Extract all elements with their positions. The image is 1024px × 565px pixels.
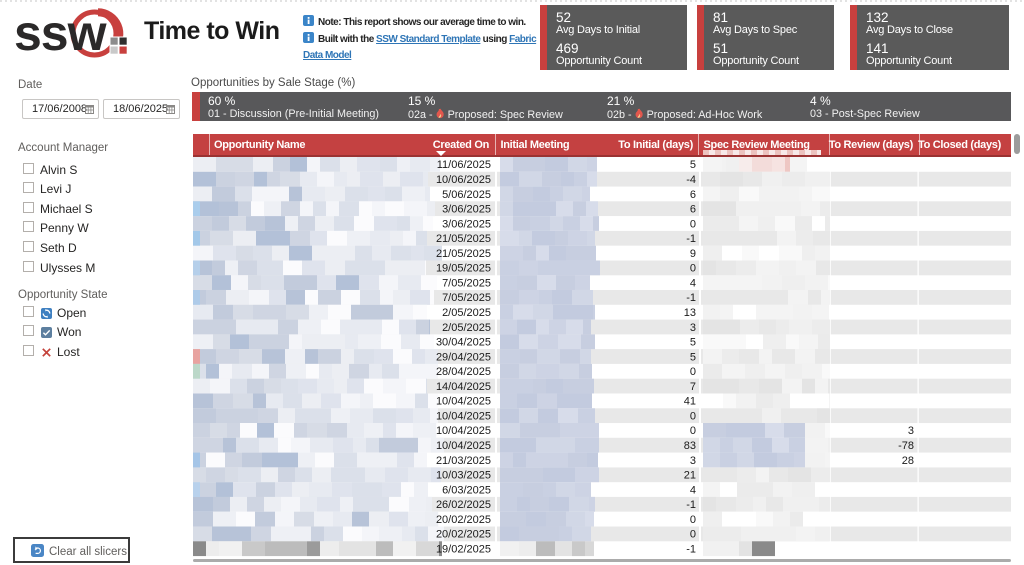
svg-text:21/05/2025: 21/05/2025 (436, 233, 491, 245)
svg-text:29/04/2025: 29/04/2025 (436, 351, 491, 363)
svg-text:0: 0 (690, 411, 696, 423)
svg-text:7/05/2025: 7/05/2025 (442, 292, 491, 304)
svg-text:4: 4 (690, 277, 696, 289)
svg-text:20/02/2025: 20/02/2025 (436, 529, 491, 541)
svg-text:-78: -78 (898, 440, 914, 452)
svg-text:6: 6 (690, 189, 696, 201)
svg-text:21: 21 (684, 470, 696, 482)
svg-text:3/06/2025: 3/06/2025 (442, 204, 491, 216)
svg-text:21/05/2025: 21/05/2025 (436, 248, 491, 260)
svg-text:41: 41 (684, 396, 696, 408)
svg-text:ssw: ssw (14, 5, 107, 61)
svg-text:3: 3 (690, 455, 696, 467)
svg-text:0: 0 (690, 366, 696, 378)
svg-text:5: 5 (690, 351, 696, 363)
svg-text:10/06/2025: 10/06/2025 (436, 174, 491, 186)
svg-text:11/06/2025: 11/06/2025 (437, 159, 491, 171)
svg-text:7: 7 (690, 381, 696, 393)
svg-text:19/05/2025: 19/05/2025 (436, 263, 491, 275)
svg-text:2/05/2025: 2/05/2025 (442, 307, 491, 319)
svg-text:10/04/2025: 10/04/2025 (436, 411, 491, 423)
svg-text:10/04/2025: 10/04/2025 (436, 440, 491, 452)
svg-text:14/04/2025: 14/04/2025 (436, 381, 491, 393)
svg-text:7/05/2025: 7/05/2025 (442, 277, 491, 289)
svg-text:0: 0 (690, 263, 696, 275)
svg-text:-1: -1 (686, 544, 696, 556)
svg-text:10/04/2025: 10/04/2025 (436, 396, 491, 408)
svg-text:-1: -1 (686, 292, 696, 304)
svg-text:21/03/2025: 21/03/2025 (436, 455, 491, 467)
svg-text:30/04/2025: 30/04/2025 (436, 337, 491, 349)
svg-text:26/02/2025: 26/02/2025 (436, 499, 491, 511)
svg-text:28/04/2025: 28/04/2025 (436, 366, 491, 378)
svg-text:10/03/2025: 10/03/2025 (436, 470, 491, 482)
svg-text:5/06/2025: 5/06/2025 (442, 189, 491, 201)
svg-text:3/06/2025: 3/06/2025 (442, 218, 491, 230)
svg-text:5: 5 (690, 159, 696, 171)
svg-text:28: 28 (902, 455, 914, 467)
svg-text:-4: -4 (686, 174, 696, 186)
svg-text:9: 9 (690, 248, 696, 260)
svg-text:-1: -1 (686, 233, 696, 245)
svg-text:0: 0 (690, 425, 696, 437)
svg-text:0: 0 (690, 218, 696, 230)
svg-text:5: 5 (690, 337, 696, 349)
svg-text:-1: -1 (686, 499, 696, 511)
svg-text:3: 3 (690, 322, 696, 334)
svg-text:3: 3 (908, 425, 914, 437)
svg-text:2/05/2025: 2/05/2025 (442, 322, 491, 334)
svg-text:4: 4 (690, 484, 696, 496)
svg-text:0: 0 (690, 529, 696, 541)
svg-text:13: 13 (684, 307, 696, 319)
svg-text:83: 83 (684, 440, 696, 452)
svg-text:6/03/2025: 6/03/2025 (442, 484, 491, 496)
svg-text:19/02/2025: 19/02/2025 (436, 544, 491, 556)
svg-text:0: 0 (690, 514, 696, 526)
svg-text:10/04/2025: 10/04/2025 (436, 425, 491, 437)
svg-text:6: 6 (690, 204, 696, 216)
svg-text:20/02/2025: 20/02/2025 (436, 514, 491, 526)
